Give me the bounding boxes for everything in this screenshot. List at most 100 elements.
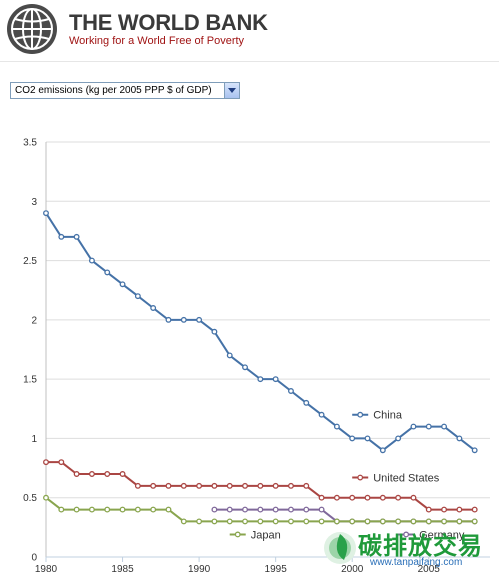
data-point-china [119, 281, 126, 288]
data-point-japan [456, 518, 463, 525]
data-point-germany [226, 506, 233, 513]
data-point-japan [134, 506, 141, 513]
data-point-china [104, 269, 111, 276]
data-point-japan [226, 518, 233, 525]
header: THE WORLD BANK Working for a World Free … [0, 0, 499, 60]
watermark-chinese-text: 碳排放交易 [358, 532, 483, 560]
data-point-china [272, 376, 279, 383]
data-point-united-states [364, 494, 371, 501]
data-point-japan [242, 518, 248, 525]
data-point-united-states [303, 482, 310, 489]
legend-label-japan: Japan [251, 529, 281, 541]
watermark-logo-icon [324, 532, 356, 564]
data-point-japan [303, 518, 310, 525]
data-point-japan [441, 518, 448, 525]
data-point-china [134, 293, 141, 300]
data-point-germany [272, 506, 279, 513]
data-point-japan [471, 518, 478, 525]
data-point-germany [303, 506, 310, 513]
data-point-united-states [272, 482, 279, 489]
data-point-united-states [242, 482, 248, 489]
data-point-japan [395, 518, 402, 525]
data-point-china [471, 447, 478, 454]
data-point-japan [318, 518, 325, 525]
data-point-united-states [73, 471, 80, 477]
data-point-united-states [456, 506, 463, 513]
data-point-china [456, 435, 463, 442]
data-point-united-states [425, 506, 432, 513]
legend-marker-united-states [357, 474, 364, 481]
data-point-united-states [349, 494, 356, 501]
data-point-japan [425, 518, 432, 525]
data-point-china [211, 328, 218, 335]
data-point-china [288, 388, 294, 394]
y-tick-label: 1 [31, 434, 37, 445]
legend-label-china: China [373, 410, 403, 422]
brand-title[interactable]: THE WORLD BANK [69, 10, 268, 35]
data-point-japan [379, 518, 386, 525]
data-point-united-states [58, 459, 65, 466]
x-tick-label: 1995 [265, 564, 288, 575]
indicator-select[interactable]: CO2 emissions (kg per 2005 PPP $ of GDP) [10, 82, 240, 99]
data-point-germany [211, 506, 218, 513]
brand-tagline: Working for a World Free of Poverty [69, 35, 245, 47]
data-point-germany [288, 506, 294, 513]
data-point-japan [73, 506, 80, 513]
data-point-china [196, 316, 203, 323]
data-point-united-states [379, 494, 386, 501]
data-point-china [441, 423, 448, 430]
data-point-germany [257, 506, 264, 513]
legend-marker-china [357, 411, 364, 418]
data-point-united-states [119, 471, 126, 477]
co2-line-chart: 0 0.5 1 1.5 2 2.5 3 3.5 1980 1985 1990 1995 2000 2005… [23, 138, 490, 575]
x-tick-label: 1985 [111, 564, 134, 575]
x-tick-label: 1980 [35, 564, 58, 575]
data-point-china [318, 411, 325, 418]
series-line-germany [214, 508, 475, 523]
legend-label-united-states: United States [373, 473, 440, 485]
y-tick-label: 3.5 [23, 138, 37, 149]
data-point-china [226, 352, 233, 359]
series-line-china [45, 212, 476, 452]
data-point-japan [349, 518, 356, 525]
data-point-japan [333, 518, 340, 525]
data-point-united-states [441, 506, 448, 513]
data-point-china [150, 305, 157, 311]
data-point-japan [288, 518, 294, 525]
data-point-united-states [333, 494, 340, 501]
data-point-japan [211, 518, 218, 525]
data-point-united-states [410, 494, 417, 501]
dropdown-button[interactable] [224, 83, 239, 98]
globe-icon[interactable] [5, 2, 59, 56]
data-point-china [257, 376, 264, 383]
header-divider [0, 61, 499, 62]
data-point-china [73, 233, 80, 240]
legend-marker-japan [234, 531, 241, 538]
data-point-united-states [395, 494, 402, 501]
y-tick-label: 0.5 [23, 493, 37, 504]
x-tick-label: 2005 [418, 564, 441, 575]
data-point-china [410, 423, 417, 430]
data-point-japan [272, 518, 279, 525]
data-point-japan [196, 518, 203, 525]
data-point-china [395, 435, 402, 442]
data-point-japan [88, 506, 95, 513]
chevron-down-icon [228, 88, 236, 93]
data-point-japan [364, 518, 371, 525]
data-point-china [379, 447, 386, 454]
watermark: 碳排放交易 www.tanpaifang.com [320, 524, 499, 578]
data-point-united-states [180, 482, 187, 489]
data-point-china [303, 399, 310, 406]
data-point-china [425, 423, 432, 430]
data-point-japan [43, 494, 49, 501]
data-point-united-states [226, 482, 233, 489]
x-tick-label: 1990 [188, 564, 211, 575]
indicator-select-value: CO2 emissions (kg per 2005 PPP $ of GDP) [15, 85, 212, 96]
data-point-japan [119, 506, 126, 513]
data-point-china [88, 257, 95, 264]
data-point-japan [58, 506, 65, 513]
y-tick-label: 3 [31, 197, 37, 208]
data-point-japan [150, 506, 157, 513]
data-point-united-states [288, 482, 294, 489]
data-point-united-states [88, 471, 95, 477]
